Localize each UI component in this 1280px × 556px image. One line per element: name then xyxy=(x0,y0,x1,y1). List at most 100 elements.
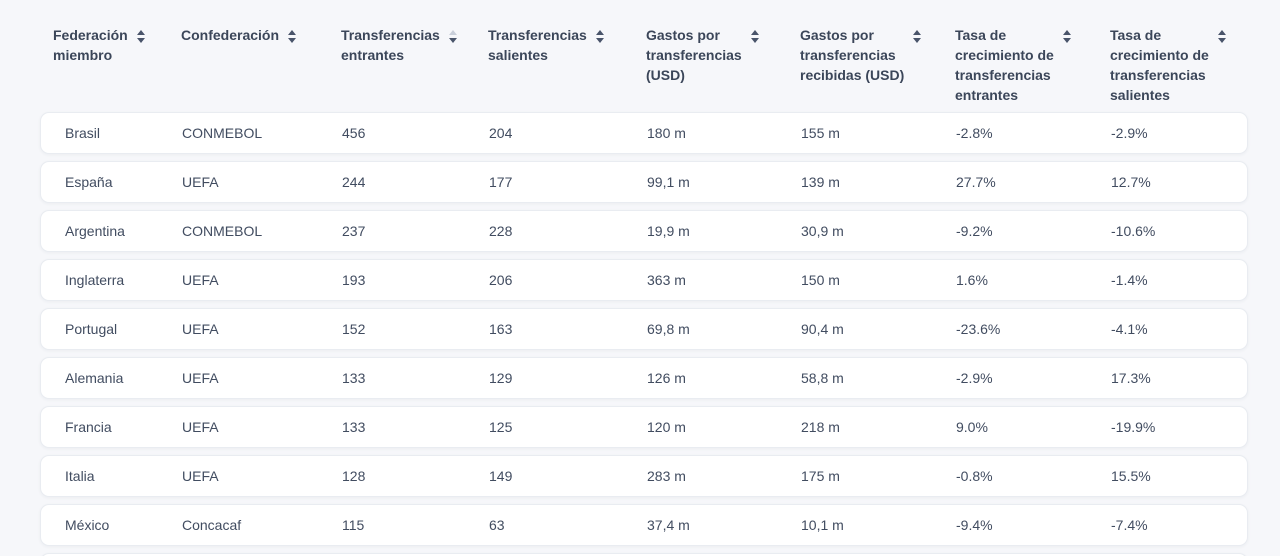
cell-received: 30,9 m xyxy=(801,223,844,239)
cell-received: 175 m xyxy=(801,468,840,484)
cell-confederation: CONMEBOL xyxy=(182,223,263,239)
cell-received: 150 m xyxy=(801,272,840,288)
cell-federation: Alemania xyxy=(65,370,124,386)
sort-icon[interactable] xyxy=(913,30,922,43)
cell-spending: 363 m xyxy=(647,272,686,288)
sort-icon[interactable] xyxy=(1217,30,1226,43)
cell-growth_out: -7.4% xyxy=(1111,517,1148,533)
cell-spending: 180 m xyxy=(647,125,686,141)
cell-confederation: UEFA xyxy=(182,468,219,484)
cell-received: 10,1 m xyxy=(801,517,844,533)
cell-growth_in: 27.7% xyxy=(956,174,996,190)
cell-confederation: UEFA xyxy=(182,321,219,337)
cell-growth_in: -0.8% xyxy=(956,468,993,484)
column-header-label: Tasa de crecimiento de transferencias en… xyxy=(955,27,1054,103)
column-header-transfer-received[interactable]: Gastos por transferencias recibidas (USD… xyxy=(800,25,955,85)
cell-growth_in: -23.6% xyxy=(956,321,1001,337)
table-header: Federación miembro Confederación Transfe… xyxy=(40,0,1248,105)
column-header-growth-outgoing[interactable]: Tasa de crecimiento de transferencias sa… xyxy=(1110,25,1248,105)
sort-icon[interactable] xyxy=(1062,30,1071,43)
cell-incoming: 133 xyxy=(342,419,366,435)
cell-growth_out: -4.1% xyxy=(1111,321,1148,337)
cell-received: 155 m xyxy=(801,125,840,141)
cell-confederation: UEFA xyxy=(182,370,219,386)
cell-federation: España xyxy=(65,174,113,190)
cell-spending: 283 m xyxy=(647,468,686,484)
table-row[interactable]: Inglaterra UEFA 193 206 363 m 150 m 1.6%… xyxy=(40,259,1248,301)
cell-growth_out: 15.5% xyxy=(1111,468,1151,484)
cell-received: 218 m xyxy=(801,419,840,435)
cell-federation: Italia xyxy=(65,468,95,484)
cell-received: 90,4 m xyxy=(801,321,844,337)
table-row[interactable]: Brasil CONMEBOL 456 204 180 m 155 m -2.8… xyxy=(40,112,1248,154)
cell-outgoing: 204 xyxy=(489,125,513,141)
cell-growth_in: -9.2% xyxy=(956,223,993,239)
cell-confederation: CONMEBOL xyxy=(182,125,263,141)
cell-received: 58,8 m xyxy=(801,370,844,386)
cell-incoming: 115 xyxy=(342,517,365,533)
column-header-label: Gastos por transferencias (USD) xyxy=(646,27,742,83)
cell-growth_out: -10.6% xyxy=(1111,223,1156,239)
sort-icon[interactable] xyxy=(750,30,759,43)
column-header-label: Tasa de crecimiento de transferencias sa… xyxy=(1110,27,1209,103)
table-row[interactable]: España UEFA 244 177 99,1 m 139 m 27.7% 1… xyxy=(40,161,1248,203)
cell-outgoing: 125 xyxy=(489,419,513,435)
cell-confederation: UEFA xyxy=(182,272,219,288)
cell-growth_out: -2.9% xyxy=(1111,125,1148,141)
cell-outgoing: 206 xyxy=(489,272,513,288)
cell-federation: Portugal xyxy=(65,321,118,337)
column-header-label: Gastos por transferencias recibidas (USD… xyxy=(800,27,905,83)
table-body: Brasil CONMEBOL 456 204 180 m 155 m -2.8… xyxy=(40,112,1248,556)
cell-incoming: 133 xyxy=(342,370,366,386)
cell-growth_out: 17.3% xyxy=(1111,370,1151,386)
cell-incoming: 456 xyxy=(342,125,366,141)
column-header-label: Transferencias salientes xyxy=(488,27,587,63)
column-header-label: Confederación xyxy=(181,27,280,43)
column-header-transfer-spending[interactable]: Gastos por transferencias (USD) xyxy=(646,25,800,85)
column-header-outgoing-transfers[interactable]: Transferencias salientes xyxy=(488,25,646,65)
table-row[interactable]: Francia UEFA 133 125 120 m 218 m 9.0% -1… xyxy=(40,406,1248,448)
table-row[interactable]: Argentina CONMEBOL 237 228 19,9 m 30,9 m… xyxy=(40,210,1248,252)
column-header-confederation[interactable]: Confederación xyxy=(181,25,341,45)
cell-federation: Francia xyxy=(65,419,112,435)
cell-federation: México xyxy=(65,517,110,533)
column-header-label: Transferencias entrantes xyxy=(341,27,440,63)
sort-icon[interactable] xyxy=(595,30,604,43)
cell-federation: Brasil xyxy=(65,125,101,141)
cell-spending: 69,8 m xyxy=(647,321,690,337)
cell-spending: 37,4 m xyxy=(647,517,690,533)
column-header-federation[interactable]: Federación miembro xyxy=(40,25,181,65)
cell-growth_in: -2.9% xyxy=(956,370,993,386)
cell-growth_in: -9.4% xyxy=(956,517,993,533)
table-row[interactable]: Portugal UEFA 152 163 69,8 m 90,4 m -23.… xyxy=(40,308,1248,350)
cell-confederation: UEFA xyxy=(182,419,219,435)
sort-icon[interactable] xyxy=(288,30,297,43)
cell-confederation: UEFA xyxy=(182,174,219,190)
cell-growth_in: -2.8% xyxy=(956,125,993,141)
cell-incoming: 128 xyxy=(342,468,366,484)
cell-spending: 120 m xyxy=(647,419,686,435)
cell-incoming: 237 xyxy=(342,223,366,239)
cell-federation: Inglaterra xyxy=(65,272,125,288)
sort-icon[interactable] xyxy=(448,30,457,43)
table-row[interactable]: México Concacaf 115 63 37,4 m 10,1 m -9.… xyxy=(40,504,1248,546)
table-row[interactable]: Italia UEFA 128 149 283 m 175 m -0.8% 15… xyxy=(40,455,1248,497)
cell-outgoing: 129 xyxy=(489,370,513,386)
column-header-label: Federación miembro xyxy=(53,27,128,63)
table-row[interactable]: Alemania UEFA 133 129 126 m 58,8 m -2.9%… xyxy=(40,357,1248,399)
cell-incoming: 244 xyxy=(342,174,366,190)
cell-growth_out: -1.4% xyxy=(1111,272,1148,288)
cell-federation: Argentina xyxy=(65,223,125,239)
column-header-growth-incoming[interactable]: Tasa de crecimiento de transferencias en… xyxy=(955,25,1110,105)
cell-confederation: Concacaf xyxy=(182,517,242,533)
column-header-incoming-transfers[interactable]: Transferencias entrantes xyxy=(341,25,488,65)
cell-outgoing: 63 xyxy=(489,517,505,533)
cell-outgoing: 149 xyxy=(489,468,513,484)
cell-spending: 99,1 m xyxy=(647,174,690,190)
cell-growth_out: 12.7% xyxy=(1111,174,1151,190)
cell-spending: 19,9 m xyxy=(647,223,690,239)
sort-icon[interactable] xyxy=(136,30,145,43)
cell-growth_in: 1.6% xyxy=(956,272,988,288)
cell-outgoing: 177 xyxy=(489,174,513,190)
